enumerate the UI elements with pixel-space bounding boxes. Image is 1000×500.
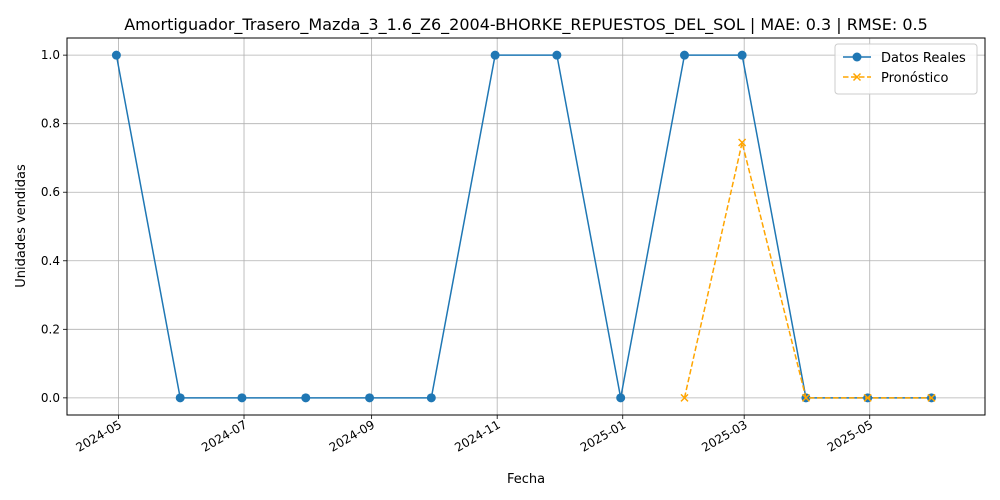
- data-point-datos-reales: [490, 50, 500, 60]
- legend-label-pronostico: Pronóstico: [881, 71, 948, 86]
- data-point-pronostico: [863, 393, 872, 402]
- data-point-pronostico: [680, 393, 689, 402]
- y-tick-label: 0.4: [41, 254, 60, 268]
- data-point-pronostico: [738, 138, 747, 147]
- data-point-pronostico: [927, 393, 936, 402]
- data-point-datos-reales: [175, 393, 185, 403]
- y-axis-label: Unidades vendidas: [14, 164, 29, 288]
- legend-label-datos-reales: Datos Reales: [881, 51, 966, 66]
- data-point-datos-reales: [237, 393, 247, 403]
- data-point-datos-reales: [426, 393, 436, 403]
- legend-marker-pronostico: [852, 72, 862, 82]
- plot-frame: [66, 37, 986, 416]
- data-point-datos-reales: [679, 50, 689, 60]
- legend: Datos Reales Pronóstico: [834, 43, 978, 95]
- data-point-datos-reales: [111, 50, 121, 60]
- series-pronostico: [680, 138, 936, 402]
- data-point-datos-reales: [365, 393, 375, 403]
- y-tick-label: 0.0: [41, 391, 60, 405]
- y-tick-label: 0.8: [41, 117, 60, 131]
- data-point-datos-reales: [616, 393, 626, 403]
- y-tick-label: 1.0: [41, 48, 60, 62]
- data-point-pronostico: [801, 393, 810, 402]
- series-line-datos-reales: [115, 54, 932, 399]
- legend-marker-datos-reales: [852, 52, 862, 62]
- data-point-datos-reales: [301, 393, 311, 403]
- y-axis-ticks: 0.0 0.2 0.4 0.6 0.8 1.0: [41, 48, 67, 405]
- chart-title: Amortiguador_Trasero_Mazda_3_1.6_Z6_2004…: [124, 15, 928, 35]
- data-point-datos-reales: [737, 50, 747, 60]
- y-tick-label: 0.2: [41, 322, 60, 336]
- data-point-datos-reales: [552, 50, 562, 60]
- series-layer: [111, 50, 936, 403]
- x-axis-label: Fecha: [507, 472, 545, 487]
- y-tick-label: 0.6: [41, 185, 60, 199]
